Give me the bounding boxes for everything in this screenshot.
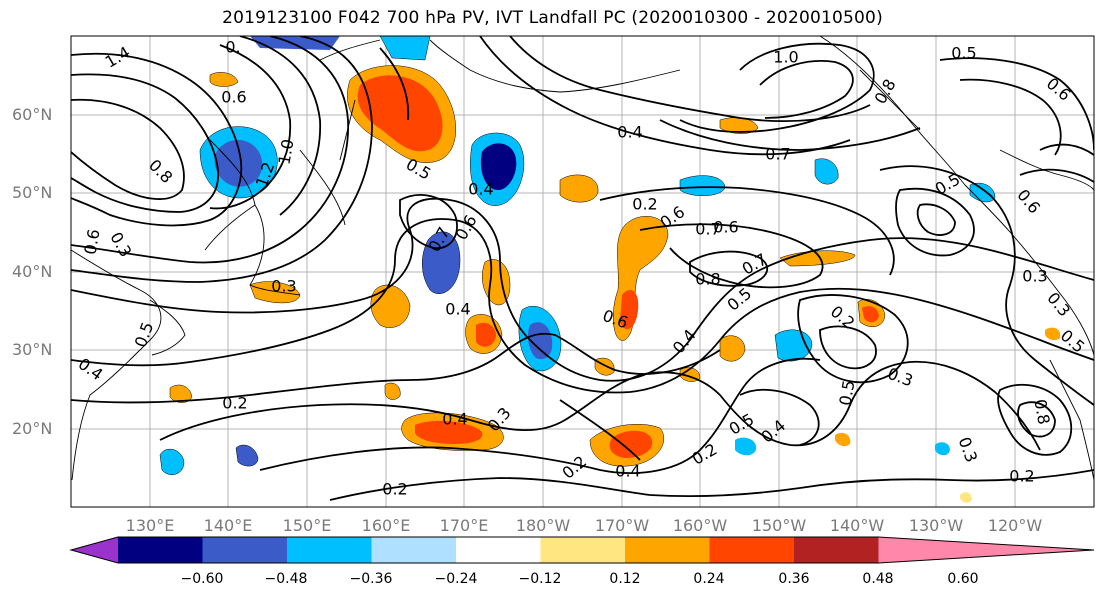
lon-label: 150°E (282, 516, 332, 535)
contour-label: 0.5 (835, 379, 858, 407)
colorbar-tick-label: −0.12 (518, 571, 562, 587)
lon-label: 170°E (439, 516, 489, 535)
contour-label: 1.0 (773, 48, 798, 67)
colorbar-segment (287, 537, 373, 563)
colorbar-segment (540, 537, 626, 563)
contour-label: 0.6 (80, 228, 103, 256)
lat-label: 50°N (12, 183, 53, 202)
colorbar-segment (625, 537, 711, 563)
colorbar-extend-high (878, 537, 1094, 563)
contour-label: 0.2 (382, 480, 407, 499)
contour-label: 0.5 (951, 44, 976, 63)
lat-label: 60°N (12, 105, 53, 124)
contour-lines (71, 36, 1094, 501)
lon-label: 140°E (203, 516, 253, 535)
colorbar-tick-label: 0.12 (609, 571, 641, 587)
lon-label: 150°W (751, 516, 807, 535)
lon-label: 130°W (908, 516, 964, 535)
lon-label: 180°W (515, 516, 571, 535)
colorbar-extend-low (71, 537, 118, 563)
lon-label: 120°W (987, 516, 1043, 535)
colorbar-segment (794, 537, 880, 563)
lon-label: 160°W (672, 516, 728, 535)
colorbar-segment (202, 537, 288, 563)
contour-label: 0.2 (632, 195, 657, 214)
contour-label: 0.6 (221, 88, 246, 107)
contour-label: 0.4 (617, 123, 642, 142)
colorbar-tick-label: −0.48 (264, 571, 308, 587)
lat-label: 20°N (12, 419, 53, 438)
contour-label: 0.4 (615, 462, 640, 481)
contour-label: 0.2 (222, 394, 247, 413)
colorbar-segment (709, 537, 795, 563)
contour-label: 0.3 (271, 277, 296, 296)
colorbar-tick-label: 0.36 (778, 571, 810, 587)
colorbar-segment (118, 537, 204, 563)
contour-label: 0.7 (695, 220, 720, 239)
colorbar-tick-label: −0.60 (180, 571, 224, 587)
colorbar-outline (69, 536, 1095, 564)
contour-label: 0.3 (1022, 267, 1047, 286)
contour-label: 0.2 (1009, 467, 1034, 486)
lat-label: 40°N (12, 262, 53, 281)
lat-label: 30°N (12, 340, 53, 359)
coastlines (71, 36, 1094, 481)
lon-label: 160°E (361, 516, 411, 535)
colorbar-tick-label: −0.36 (349, 571, 393, 587)
contour-label: 1.0 (274, 138, 297, 166)
map-title: 2019123100 F042 700 hPa PV, IVT Landfall… (222, 8, 883, 28)
colorbar-tick-label: 0.60 (947, 571, 979, 587)
shaded-field (159, 36, 1061, 503)
lon-label: 130°E (125, 516, 175, 535)
contour-label: 0.4 (445, 300, 470, 319)
colorbar-segment (371, 537, 457, 563)
colorbar-tick-label: 0.48 (862, 571, 894, 587)
contour-label: 0.4 (468, 180, 493, 199)
plot-frame (70, 35, 1095, 508)
contour-label: 0.8 (1030, 398, 1053, 426)
contour-label: 0.8 (695, 270, 720, 289)
lon-label: 170°W (594, 516, 650, 535)
colorbar-tick-label: 0.24 (693, 571, 725, 587)
colorbar-tick-label: −0.24 (434, 571, 478, 587)
contour-label: 0.7 (765, 145, 790, 164)
colorbar-segment (456, 537, 542, 563)
colorbar (69, 536, 1095, 564)
contour-label: 0.4 (442, 410, 467, 429)
lon-label: 140°W (829, 516, 885, 535)
contour-label: 0. (225, 38, 240, 57)
contour-label: 0.6 (713, 218, 738, 237)
